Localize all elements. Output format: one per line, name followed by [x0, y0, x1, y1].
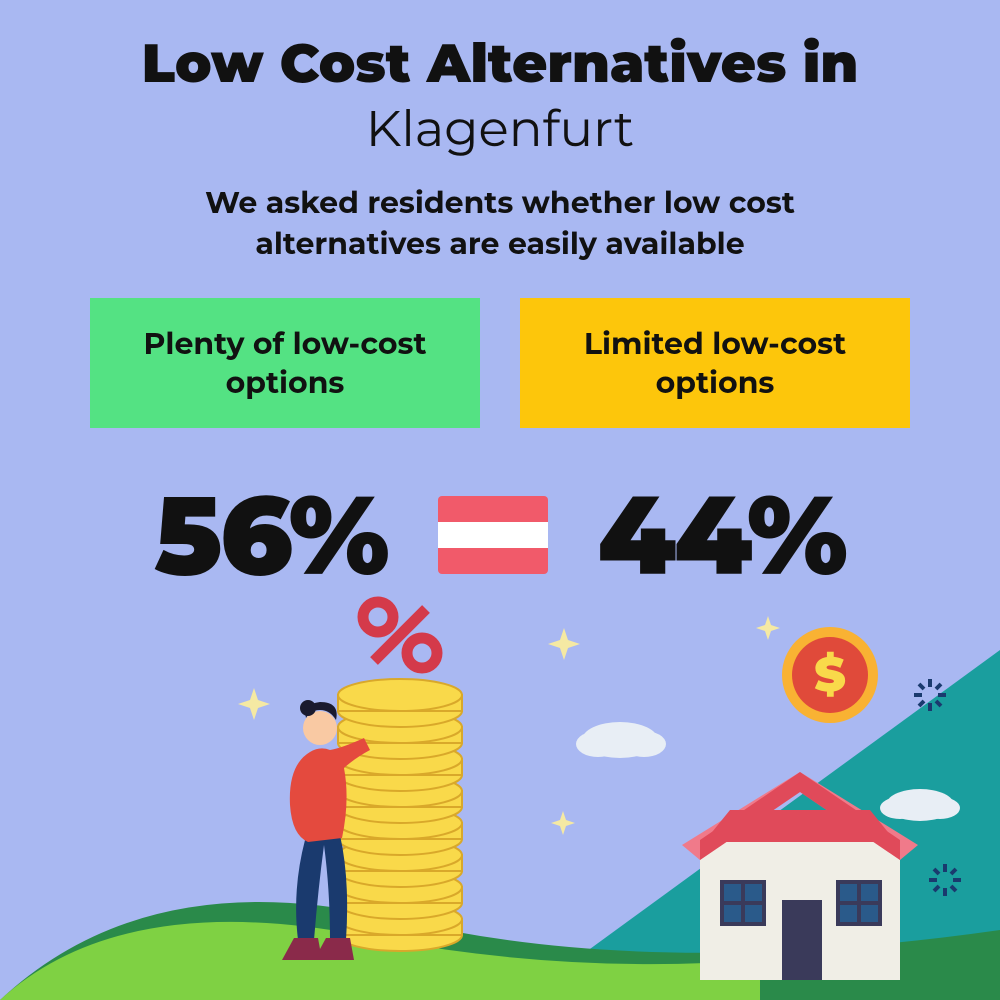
title-line2: Klagenfurt — [0, 98, 1000, 159]
cloud-icon — [576, 722, 666, 758]
coin-stack-icon — [338, 679, 462, 951]
percent-symbol-icon — [363, 602, 437, 668]
flag-stripe-bottom — [438, 548, 548, 574]
option-box-limited: Limited low-cost options — [520, 298, 910, 428]
illustration: $ — [0, 580, 1000, 1000]
option-label-limited: Limited low-cost options — [550, 324, 880, 402]
svg-text:$: $ — [814, 646, 846, 704]
option-label-plenty: Plenty of low-cost options — [120, 324, 450, 402]
title-block: Low Cost Alternatives in Klagenfurt — [0, 0, 1000, 159]
option-boxes: Plenty of low-cost options Limited low-c… — [0, 298, 1000, 428]
infographic-canvas: Low Cost Alternatives in Klagenfurt We a… — [0, 0, 1000, 1000]
flag-stripe-top — [438, 496, 548, 522]
option-box-plenty: Plenty of low-cost options — [90, 298, 480, 428]
title-line1: Low Cost Alternatives in — [0, 30, 1000, 96]
austria-flag-icon — [438, 496, 548, 574]
flag-stripe-middle — [438, 522, 548, 548]
dollar-coin-icon: $ — [782, 627, 878, 723]
subtitle: We asked residents whether low cost alte… — [120, 183, 880, 264]
